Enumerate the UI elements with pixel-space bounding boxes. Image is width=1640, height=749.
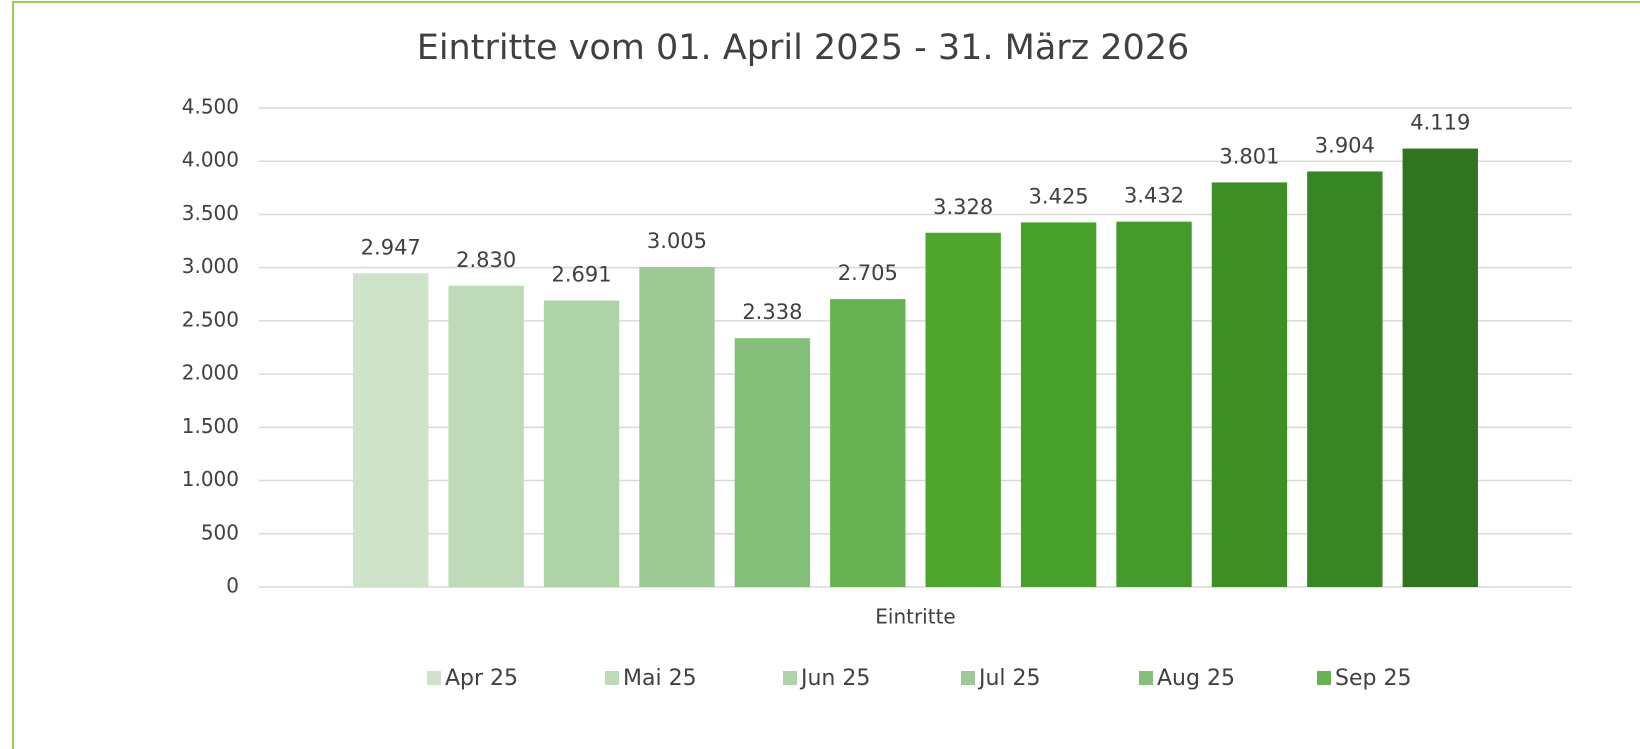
bar bbox=[734, 338, 811, 587]
legend-swatch bbox=[961, 671, 975, 685]
bar bbox=[448, 285, 524, 587]
y-tick-label: 2.500 bbox=[182, 307, 239, 331]
data-label: 3.328 bbox=[933, 195, 993, 219]
bar bbox=[639, 267, 715, 587]
y-tick-label: 2.000 bbox=[182, 361, 239, 385]
data-label: 3.801 bbox=[1219, 144, 1279, 168]
y-tick-label: 3.000 bbox=[182, 254, 239, 278]
legend-label: Mai 25 bbox=[623, 666, 697, 691]
legend-swatch bbox=[1139, 671, 1153, 685]
y-tick-label: 3.500 bbox=[182, 201, 239, 225]
data-label: 3.425 bbox=[1029, 184, 1089, 208]
data-label: 2.947 bbox=[361, 235, 421, 259]
data-label: 3.904 bbox=[1315, 133, 1375, 157]
bar bbox=[543, 300, 620, 587]
legend-swatch bbox=[783, 671, 797, 685]
y-tick-label: 0 bbox=[226, 574, 239, 598]
y-tick-label: 4.500 bbox=[182, 95, 239, 119]
legend-swatch bbox=[605, 671, 619, 685]
bar bbox=[1020, 222, 1097, 587]
legend-label: Jul 25 bbox=[977, 666, 1041, 691]
data-label: 2.705 bbox=[838, 261, 898, 285]
bar bbox=[1402, 148, 1478, 587]
data-label: 3.432 bbox=[1124, 184, 1184, 208]
legend-label: Jun 25 bbox=[799, 666, 870, 691]
bar bbox=[925, 232, 1001, 588]
legend-swatch bbox=[1317, 671, 1331, 685]
legend-swatch bbox=[427, 671, 441, 685]
bar bbox=[1307, 171, 1383, 587]
chart-title: Eintritte vom 01. April 2025 - 31. März … bbox=[417, 28, 1190, 68]
legend-label: Apr 25 bbox=[445, 666, 518, 691]
legend-label: Sep 25 bbox=[1335, 666, 1411, 691]
y-tick-label: 500 bbox=[201, 520, 239, 544]
data-label: 3.005 bbox=[647, 229, 707, 253]
bar bbox=[830, 299, 906, 587]
chart-border bbox=[12, 1, 1640, 749]
x-tick-label: Eintritte bbox=[875, 605, 955, 629]
bar bbox=[1116, 221, 1192, 587]
y-tick-label: 1.500 bbox=[182, 414, 239, 438]
data-label: 2.338 bbox=[742, 300, 802, 324]
bar bbox=[353, 273, 429, 587]
data-label: 2.691 bbox=[551, 263, 611, 287]
data-label: 4.119 bbox=[1410, 111, 1470, 135]
data-label: 2.830 bbox=[456, 248, 516, 272]
y-tick-label: 1.000 bbox=[182, 467, 239, 491]
legend-label: Aug 25 bbox=[1157, 666, 1235, 691]
y-tick-label: 4.000 bbox=[182, 148, 239, 172]
bar bbox=[1211, 182, 1288, 587]
